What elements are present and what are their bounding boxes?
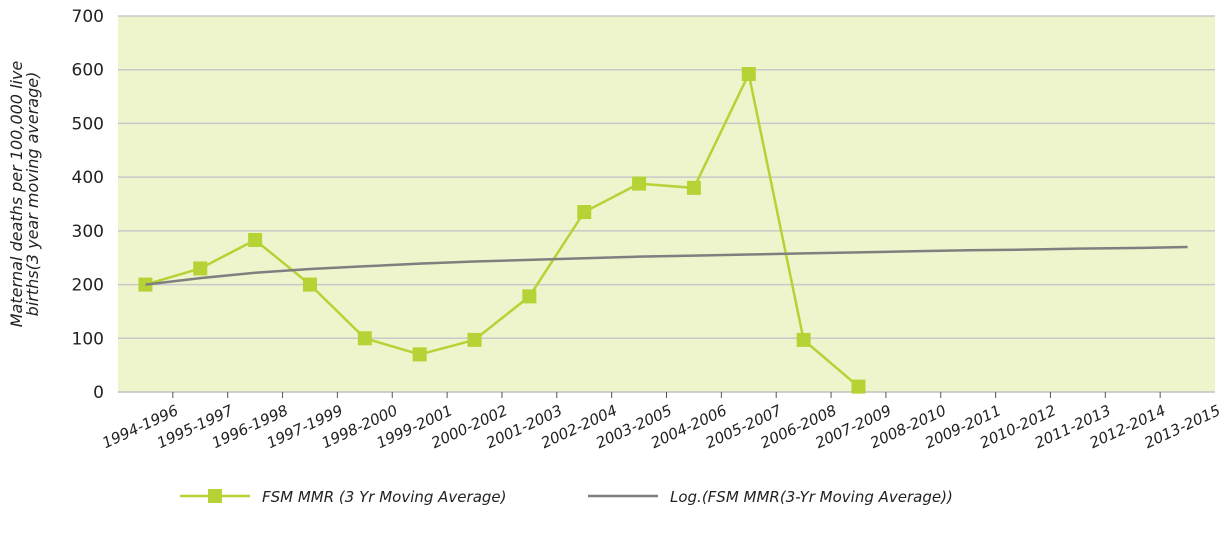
point-marker	[248, 232, 263, 247]
series-line	[145, 245, 1188, 286]
point-marker	[467, 332, 482, 347]
y-tick-label: 0	[93, 383, 104, 403]
legend-label: FSM MMR (3 Yr Moving Average)	[262, 488, 506, 506]
series-line	[145, 70, 860, 388]
point-marker	[522, 289, 537, 304]
y-tick-label: 200	[72, 276, 104, 296]
plot-area	[118, 16, 1215, 392]
y-tick-label: 700	[72, 7, 104, 27]
point-marker	[193, 261, 208, 276]
point-marker	[741, 67, 756, 82]
point-marker	[302, 277, 317, 292]
point-marker	[851, 379, 866, 394]
point-marker	[632, 176, 647, 191]
y-axis-title: births(3 year moving average)	[23, 72, 42, 317]
point-marker	[577, 205, 592, 220]
legend-marker	[208, 489, 222, 503]
y-tick-label: 100	[72, 329, 104, 349]
point-marker	[412, 347, 427, 362]
y-tick-label: 300	[72, 222, 104, 242]
legend-label: Log.(FSM MMR(3-Yr Moving Average))	[670, 488, 953, 506]
y-tick-label: 500	[72, 114, 104, 134]
point-marker	[686, 180, 701, 195]
point-marker	[796, 332, 811, 347]
point-marker	[357, 331, 372, 346]
y-tick-label: 600	[72, 61, 104, 81]
y-axis-title: Maternal deaths per 100,000 live	[7, 61, 26, 328]
y-tick-label: 400	[72, 168, 104, 188]
